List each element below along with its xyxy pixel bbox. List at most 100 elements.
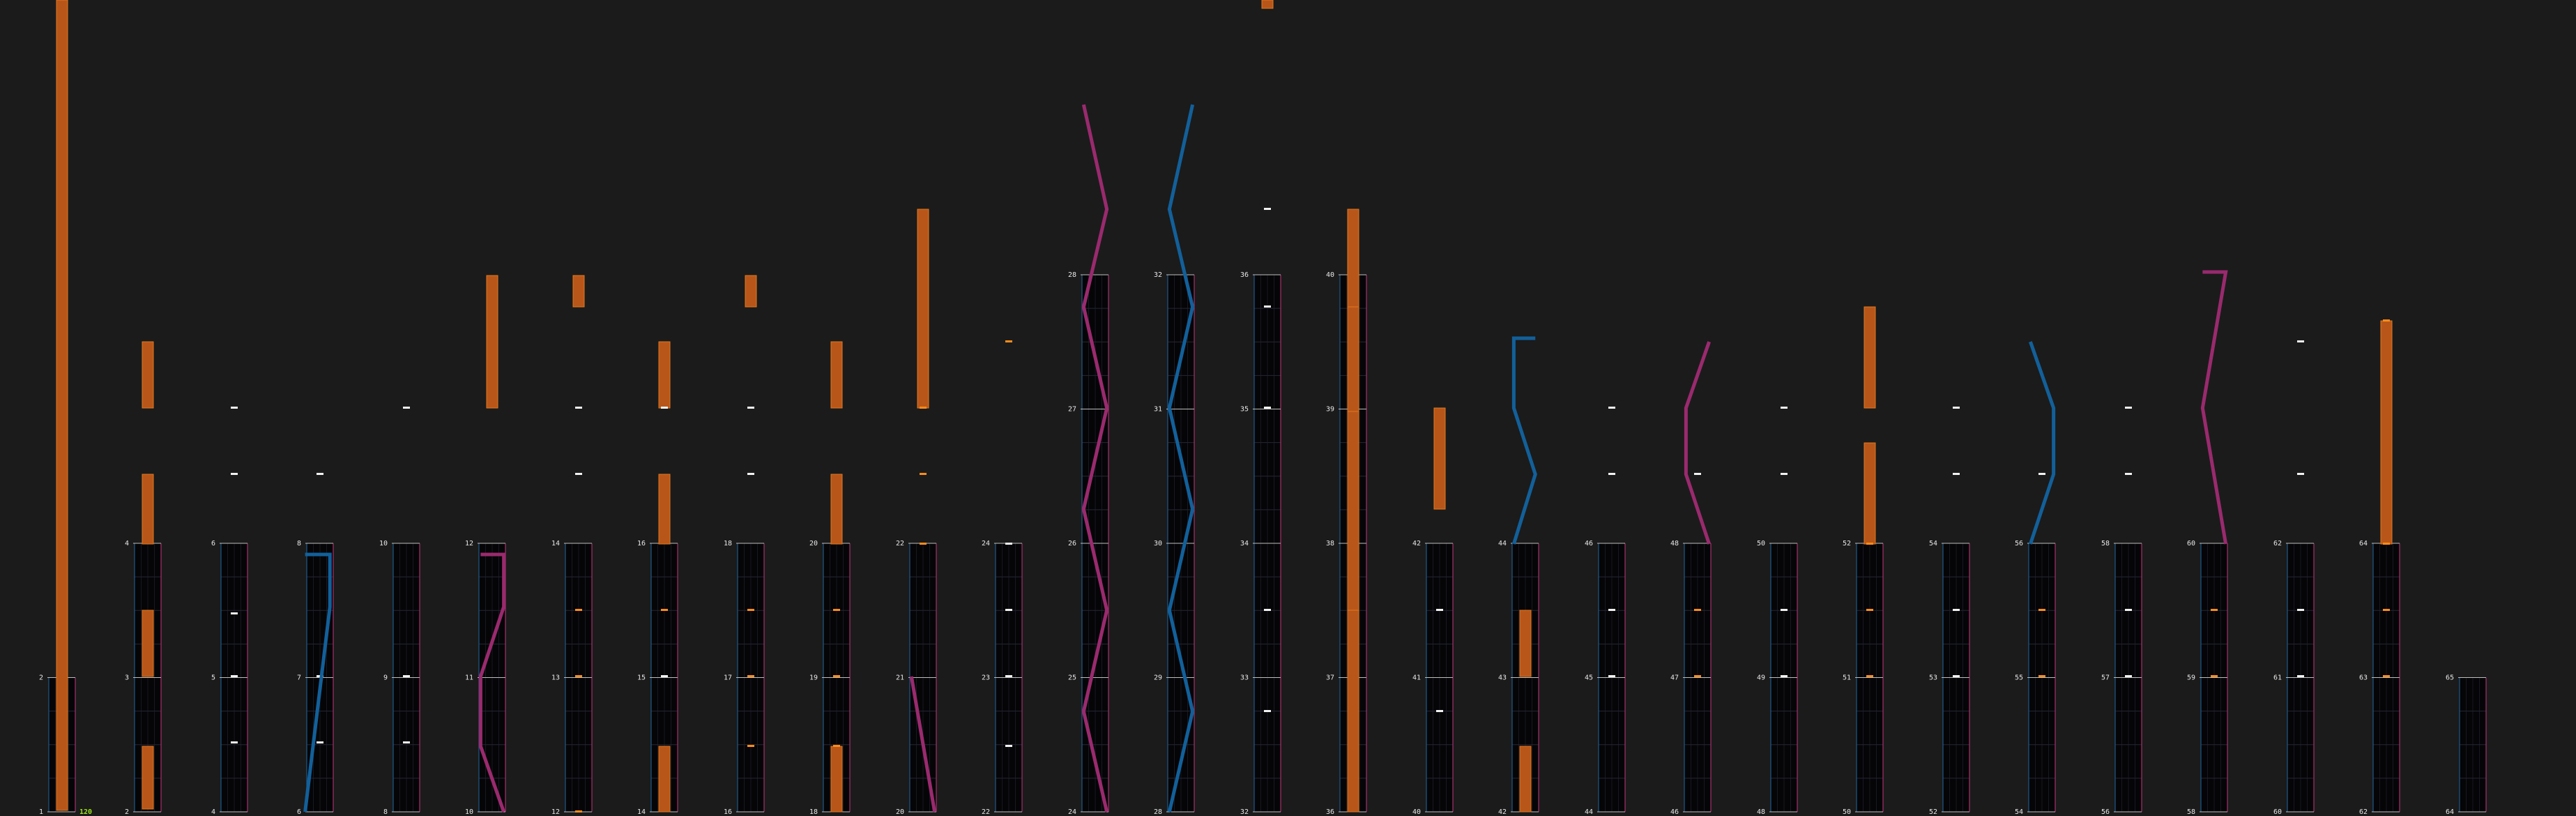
mine-note [1608,675,1615,677]
mine-note [403,675,410,677]
hold-note [1261,0,1274,9]
tap-note [2211,675,2218,677]
mine-note [1436,609,1443,611]
mine-note [1005,609,1012,611]
slide-path [909,676,937,813]
measure-column: 1 2 120 [39,0,92,816]
tap-note [2383,675,2390,677]
measure-column: 52 53 54 [1929,407,1970,816]
measure-number: 61 [2273,674,2282,682]
measure-column: 4 5 6 [211,407,248,816]
measure-number: 17 [724,674,732,682]
measure-number: 40 [1412,808,1421,816]
mine-note [2297,340,2304,342]
measure-number: 10 [465,808,473,816]
mine-note [2125,675,2132,677]
measure-column: 2 3 4 [125,341,162,816]
tap-note [2383,319,2390,322]
measure-number: 33 [1240,674,1249,682]
measure-number: 65 [2446,674,2454,682]
mine-note [1436,710,1443,712]
measure-number: 2 [39,674,43,682]
hold-note [745,275,757,308]
tap-note [2211,609,2218,611]
hold-note [658,746,671,813]
mine-note [1953,473,1960,475]
mine-note [1953,609,1960,611]
mine-note [1694,473,1701,475]
measure-number: 14 [637,808,646,816]
measure-number: 4 [125,540,129,547]
mine-note [2125,407,2132,409]
measure-number: 58 [2101,540,2110,547]
hold-note [1864,306,1876,409]
measure-number: 6 [211,540,215,547]
mine-note [1005,675,1012,677]
mine-note [661,675,668,677]
hold-note [142,746,154,810]
hold-note [572,275,585,308]
hold-note [917,209,929,409]
measure-number: 28 [1068,271,1076,279]
measure-number: 44 [1498,540,1507,547]
measure-number: 48 [1670,540,1679,547]
mine-note [403,407,410,409]
mine-note [317,741,323,743]
tap-note [920,473,927,475]
measure-number: 5 [211,674,215,682]
hold-note [830,746,843,813]
mine-note [1264,305,1271,308]
measure-column: 50 51 52 [1843,306,1884,816]
hold-note [658,474,671,545]
measure-number: 14 [551,540,560,547]
hold-note [2380,320,2393,545]
measure-column: 8 9 10 [379,407,420,816]
mine-note [1781,473,1788,475]
measure-column: 24 25 26 27 28 [1068,104,1109,816]
mine-note [1264,208,1271,210]
measure-column: 10 11 12 [465,275,506,816]
measure-number: 54 [2015,808,2023,816]
measure-number: 60 [2273,808,2282,816]
mine-note [231,473,238,475]
measure-number: 28 [1154,808,1162,816]
mine-note [1608,473,1615,475]
measure-number: 15 [637,674,646,682]
measure-column: 60 61 62 [2273,340,2315,816]
hold-note [486,275,498,409]
measure-column: 28 29 30 31 32 [1154,104,1195,816]
measure-number: 34 [1240,540,1249,547]
measure-number: 58 [2187,808,2195,816]
tap-note [2383,543,2390,545]
mine-note [575,473,582,475]
tap-note [747,745,754,747]
measure-number: 50 [1757,540,1765,547]
measure-number: 8 [297,540,301,547]
measure-number: 37 [1326,674,1334,682]
measure-number: 60 [2187,540,2195,547]
measure-number: 46 [1670,808,1679,816]
mine-note [1781,407,1788,409]
tap-note [833,745,840,747]
measure-number: 20 [896,808,904,816]
measure-number: 22 [896,540,904,547]
mine-note [1608,609,1615,611]
measure-number: 11 [465,674,473,682]
tap-note [575,675,582,677]
measure-column: 64 65 [2446,674,2487,816]
measure-number: 29 [1154,674,1162,682]
mine-note [231,612,238,614]
measure-number: 1 [39,808,43,816]
mine-note [1005,543,1012,545]
measure-number: 45 [1585,674,1593,682]
measure-column: 36 37 38 39 40 [1326,209,1367,816]
hold-note [1519,746,1532,813]
measure-column: 18 19 20 [809,341,851,816]
measure-number: 24 [1068,808,1076,816]
measure-number: 42 [1412,540,1421,547]
measure-number: 56 [2015,540,2023,547]
measure-number: 39 [1326,406,1334,414]
tap-note [2038,609,2045,611]
measure-number: 26 [1068,540,1076,547]
measure-column: 46 47 48 [1670,341,1712,816]
